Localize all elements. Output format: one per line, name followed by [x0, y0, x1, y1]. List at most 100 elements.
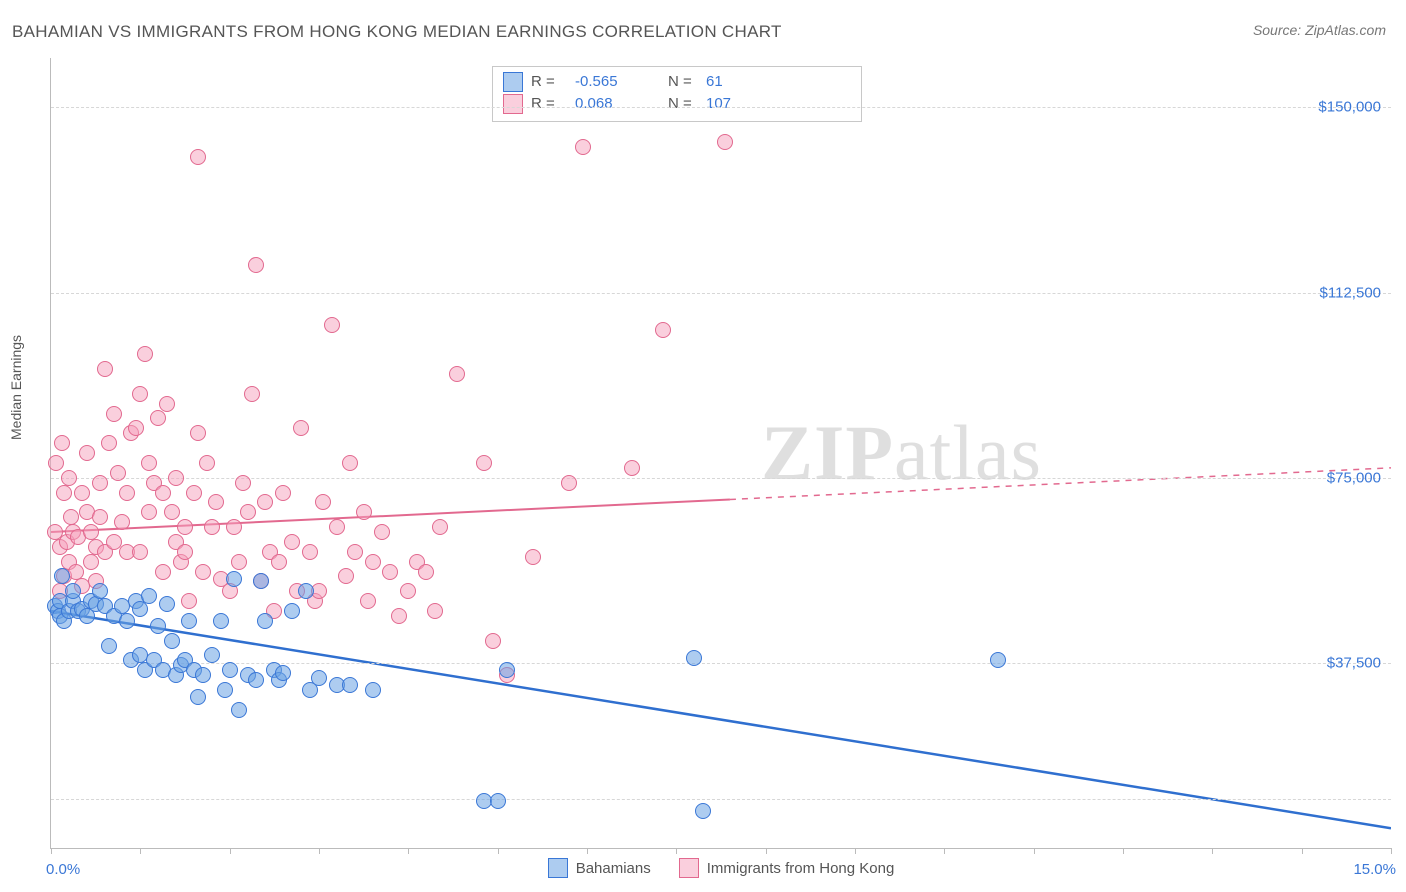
data-point	[244, 386, 260, 402]
data-point	[83, 554, 99, 570]
x-tick	[587, 848, 588, 854]
data-point	[92, 583, 108, 599]
data-point	[132, 544, 148, 560]
data-point	[275, 665, 291, 681]
data-point	[275, 485, 291, 501]
legend-stats: R = -0.565 N = 61 R = 0.068 N = 107	[492, 66, 862, 122]
legend-item: Bahamians	[548, 858, 651, 878]
data-point	[490, 793, 506, 809]
x-tick	[855, 848, 856, 854]
data-point	[204, 647, 220, 663]
chart-container: BAHAMIAN VS IMMIGRANTS FROM HONG KONG ME…	[0, 0, 1406, 892]
data-point	[226, 519, 242, 535]
data-point	[181, 593, 197, 609]
data-point	[56, 485, 72, 501]
legend-row: R = 0.068 N = 107	[503, 93, 849, 115]
data-point	[204, 519, 220, 535]
data-point	[686, 650, 702, 666]
data-point	[695, 803, 711, 819]
data-point	[119, 485, 135, 501]
data-point	[284, 534, 300, 550]
legend-row: R = -0.565 N = 61	[503, 71, 849, 93]
data-point	[347, 544, 363, 560]
data-point	[432, 519, 448, 535]
legend-series: Bahamians Immigrants from Hong Kong	[51, 858, 1391, 878]
data-point	[168, 470, 184, 486]
data-point	[257, 494, 273, 510]
plot-area: ZIPatlas R = -0.565 N = 61 R = 0.068 N =…	[50, 58, 1391, 849]
data-point	[195, 564, 211, 580]
swatch-pink	[503, 94, 523, 114]
data-point	[48, 455, 64, 471]
data-point	[65, 583, 81, 599]
data-point	[164, 633, 180, 649]
data-point	[561, 475, 577, 491]
data-point	[990, 652, 1006, 668]
data-point	[190, 689, 206, 705]
data-point	[137, 346, 153, 362]
data-point	[418, 564, 434, 580]
data-point	[195, 667, 211, 683]
swatch-pink	[679, 858, 699, 878]
data-point	[271, 554, 287, 570]
data-point	[226, 571, 242, 587]
gridline	[51, 293, 1391, 294]
y-tick-label: $150,000	[1318, 99, 1381, 116]
data-point	[235, 475, 251, 491]
data-point	[248, 672, 264, 688]
data-point	[159, 596, 175, 612]
legend-item: Immigrants from Hong Kong	[679, 858, 895, 878]
x-tick-label: 0.0%	[46, 861, 80, 878]
data-point	[97, 361, 113, 377]
data-point	[257, 613, 273, 629]
data-point	[74, 485, 90, 501]
data-point	[155, 485, 171, 501]
data-point	[365, 682, 381, 698]
data-point	[342, 677, 358, 693]
x-tick	[944, 848, 945, 854]
data-point	[132, 386, 148, 402]
data-point	[329, 519, 345, 535]
data-point	[114, 514, 130, 530]
data-point	[360, 593, 376, 609]
data-point	[311, 670, 327, 686]
x-tick	[1034, 848, 1035, 854]
data-point	[338, 568, 354, 584]
data-point	[150, 410, 166, 426]
data-point	[400, 583, 416, 599]
data-point	[253, 573, 269, 589]
y-tick-label: $112,500	[1320, 284, 1381, 301]
data-point	[141, 588, 157, 604]
data-point	[427, 603, 443, 619]
data-point	[199, 455, 215, 471]
data-point	[181, 613, 197, 629]
data-point	[190, 425, 206, 441]
data-point	[61, 470, 77, 486]
x-tick	[498, 848, 499, 854]
data-point	[240, 504, 256, 520]
y-tick-label: $37,500	[1327, 654, 1381, 671]
data-point	[315, 494, 331, 510]
data-point	[365, 554, 381, 570]
data-point	[302, 544, 318, 560]
data-point	[128, 420, 144, 436]
data-point	[374, 524, 390, 540]
data-point	[83, 524, 99, 540]
x-tick	[140, 848, 141, 854]
data-point	[150, 618, 166, 634]
data-point	[186, 485, 202, 501]
data-point	[284, 603, 300, 619]
data-point	[391, 608, 407, 624]
x-tick	[230, 848, 231, 854]
data-point	[54, 435, 70, 451]
data-point	[476, 455, 492, 471]
data-point	[213, 613, 229, 629]
data-point	[190, 149, 206, 165]
data-point	[655, 322, 671, 338]
data-point	[231, 702, 247, 718]
data-point	[110, 465, 126, 481]
data-point	[248, 257, 264, 273]
x-tick	[319, 848, 320, 854]
data-point	[231, 554, 247, 570]
data-point	[208, 494, 224, 510]
